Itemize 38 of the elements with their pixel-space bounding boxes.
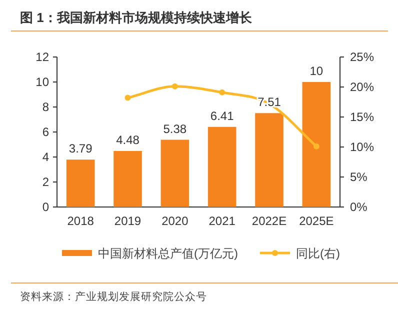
y-tick-label: 0: [42, 200, 50, 214]
bar: [66, 160, 95, 207]
y-tick-label: 4: [42, 150, 50, 164]
y-tick-label: 10: [36, 75, 50, 89]
text: 资料来源：产业规划发展研究院公众号: [20, 290, 207, 303]
bar: [160, 140, 190, 207]
y2-tick-label: 0%: [350, 200, 368, 214]
y2-tick-label: 5%: [350, 170, 368, 184]
bar: [114, 151, 142, 207]
data-label: 6.41: [210, 108, 234, 123]
x-tick-label: 2019: [114, 214, 142, 228]
y-tick-label: 8: [42, 100, 50, 114]
bar: [255, 113, 284, 207]
y-tick-label: 12: [36, 50, 50, 64]
legend-label: 同比(右): [296, 246, 340, 260]
legend-label: 中国新材料总产值(万亿元): [98, 246, 238, 260]
point: [124, 94, 131, 101]
title: 图 1：我国新材料市场规模持续快速增长: [20, 10, 252, 25]
y-tick-label: 2: [42, 175, 50, 189]
x-tick-label: 2021: [208, 214, 236, 228]
y2-tick-label: 25%: [350, 50, 374, 64]
bar: [302, 82, 331, 207]
data-label: 5.38: [163, 122, 187, 136]
data-label: 10: [310, 64, 324, 78]
point: [172, 83, 178, 90]
point: [313, 143, 320, 150]
x-tick-label: 2025E: [299, 214, 334, 228]
data-label: 4.48: [116, 133, 140, 147]
y-tick-label: 6: [42, 125, 50, 139]
y2-tick-label: 10%: [350, 140, 374, 154]
x-tick-label: 2018: [67, 214, 94, 228]
y2-tick-label: 20%: [350, 80, 374, 94]
x-tick-label: 2020: [162, 214, 189, 228]
bar: [208, 126, 236, 207]
data-label: 3.79: [68, 142, 93, 156]
x-tick-label: 2022E: [252, 214, 287, 228]
point: [219, 89, 226, 96]
y2-tick-label: 15%: [350, 110, 374, 124]
